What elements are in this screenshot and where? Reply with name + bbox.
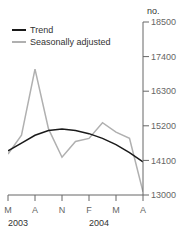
svg-text:13000: 13000 xyxy=(151,190,173,200)
html-text:Trend: Trend xyxy=(30,25,54,35)
svg-text:A: A xyxy=(32,205,38,215)
svg-text:15200: 15200 xyxy=(151,121,173,131)
svg-text:2004: 2004 xyxy=(89,218,109,228)
svg-text:2003: 2003 xyxy=(8,218,28,228)
html-text:Seasonally adjusted: Seasonally adjusted xyxy=(30,37,111,47)
svg-text:14100: 14100 xyxy=(151,156,173,166)
svg-text:17400: 17400 xyxy=(151,52,173,62)
svg-text:18500: 18500 xyxy=(151,17,173,27)
svg-text:M: M xyxy=(8,205,12,215)
html-text:no.: no. xyxy=(147,6,160,16)
svg-text:16300: 16300 xyxy=(151,86,173,96)
svg-text:A: A xyxy=(140,205,146,215)
svg-text:N: N xyxy=(59,205,66,215)
svg-text:M: M xyxy=(112,205,120,215)
svg-text:F: F xyxy=(86,205,92,215)
